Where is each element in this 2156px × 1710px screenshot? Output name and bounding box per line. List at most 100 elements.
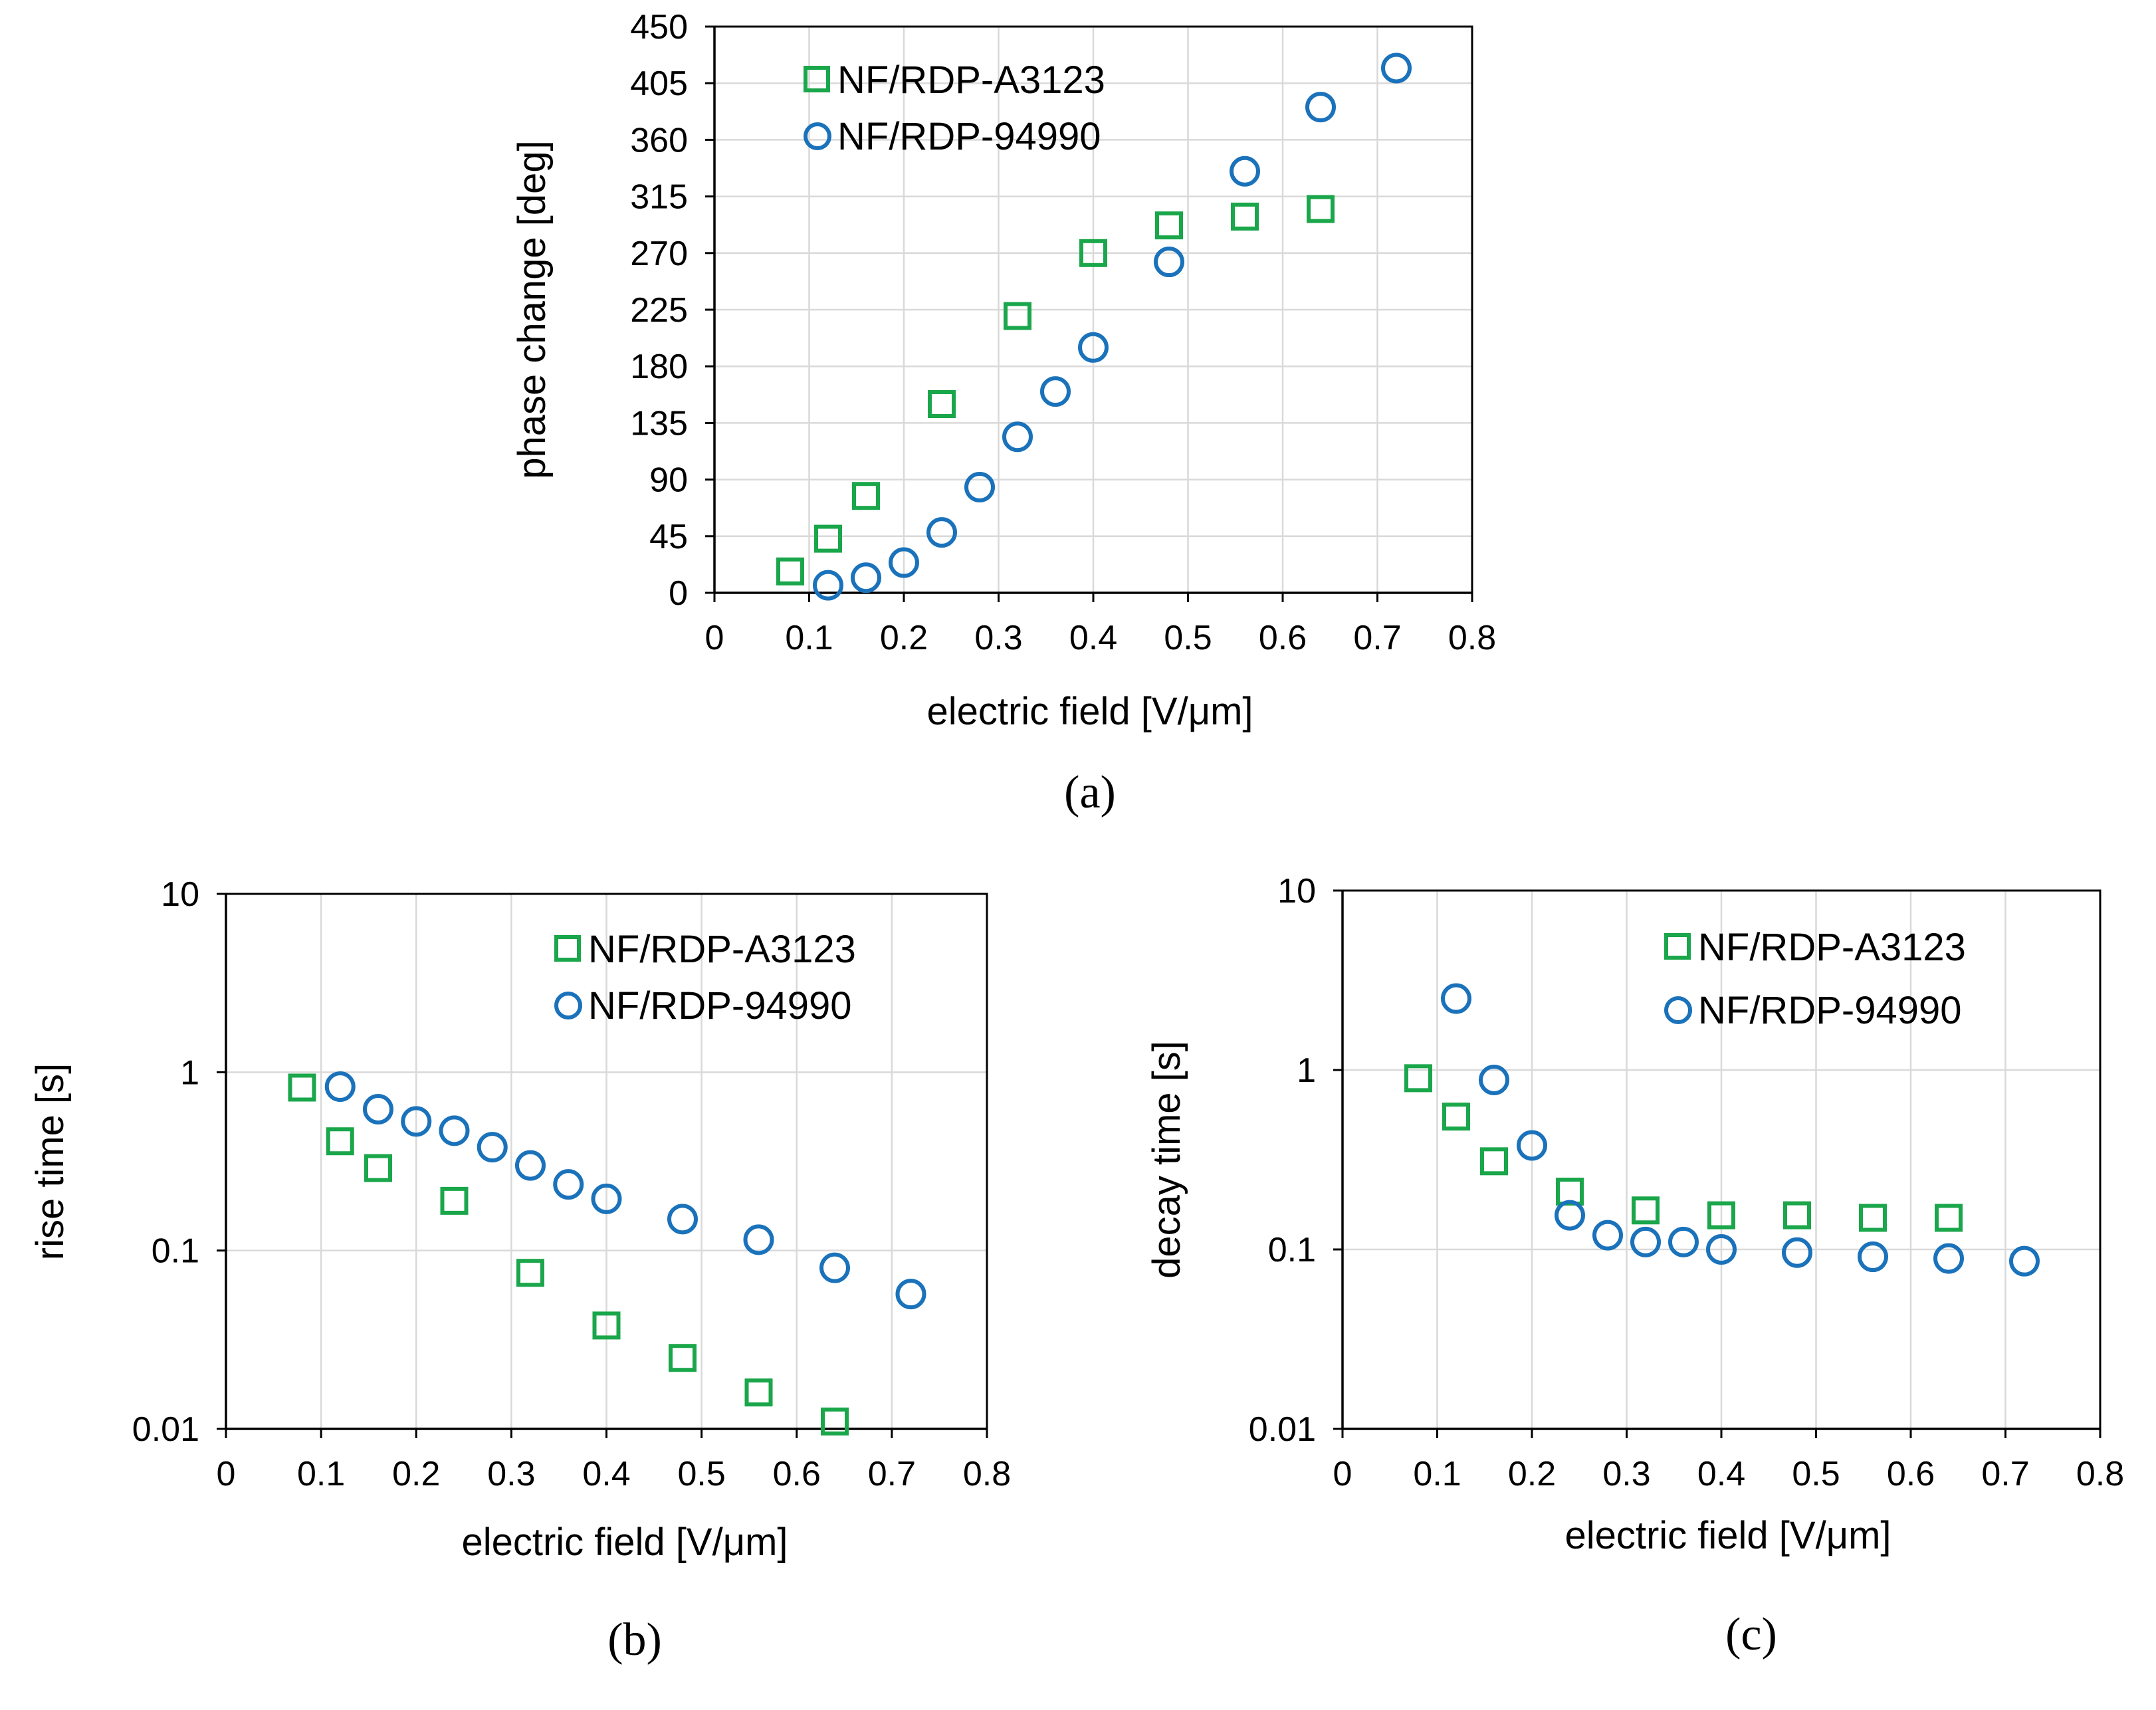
data-point-circle xyxy=(1078,332,1109,363)
data-point-circle xyxy=(926,517,957,548)
data-point-square xyxy=(1079,239,1107,267)
legend-label: NF/RDP-94990 xyxy=(588,984,851,1027)
y-axis-title: decay time [s] xyxy=(1145,1041,1188,1279)
x-tick-label: 0.5 xyxy=(677,1455,725,1493)
data-point-square xyxy=(928,390,956,418)
legend-label: NF/RDP-94990 xyxy=(837,115,1101,158)
data-point-circle xyxy=(1154,247,1184,278)
panel-caption: (c) xyxy=(1725,1609,1777,1660)
legend: NF/RDP-A3123 NF/RDP-94990 xyxy=(804,58,1105,158)
legend-marker-square xyxy=(554,935,581,962)
x-axis-title: electric field [V/μm] xyxy=(461,1521,788,1564)
data-point-circle xyxy=(1592,1220,1623,1251)
y-tick-label: 0.1 xyxy=(152,1232,199,1271)
legend-marker-circle xyxy=(804,122,831,150)
y-tick-label: 180 xyxy=(630,348,688,386)
x-tick-label: 0.6 xyxy=(1887,1455,1935,1493)
x-tick-label: 0.1 xyxy=(297,1455,345,1493)
data-point-circle xyxy=(363,1094,393,1125)
data-point-circle xyxy=(851,562,881,593)
data-point-circle xyxy=(1858,1241,1888,1273)
data-point-circle xyxy=(439,1115,470,1146)
y-tick-label: 0.01 xyxy=(1249,1410,1316,1449)
y-tick-label: 1 xyxy=(180,1053,199,1092)
x-tick-label: 0.1 xyxy=(785,619,833,657)
data-point-square xyxy=(1480,1147,1508,1176)
x-tick-label: 0.8 xyxy=(1448,619,1496,657)
y-tick-label: 225 xyxy=(630,291,688,330)
data-point-square xyxy=(1707,1201,1735,1229)
x-tick-label: 0.3 xyxy=(974,619,1022,657)
x-tick-label: 0 xyxy=(217,1455,236,1493)
data-point-circle xyxy=(1381,53,1412,84)
data-point-circle xyxy=(667,1204,698,1235)
x-tick-label: 0.4 xyxy=(1697,1455,1745,1493)
legend: NF/RDP-A3123 NF/RDP-94990 xyxy=(1664,926,1966,1032)
x-tick-label: 0.4 xyxy=(1069,619,1117,657)
panel-caption: (a) xyxy=(1064,767,1116,818)
data-point-circle xyxy=(889,547,919,578)
data-point-square xyxy=(1783,1201,1811,1229)
x-tick-label: 0.5 xyxy=(1164,619,1212,657)
data-point-square xyxy=(1556,1178,1584,1206)
data-point-circle xyxy=(515,1150,546,1181)
chart-panel-a: 0 0.1 0.2 0.3 0.4 0.5 0.6 0.7 0.8 0 45 90 135 180 225 2… xyxy=(510,8,1496,818)
data-point-square xyxy=(516,1259,544,1287)
data-point-square xyxy=(1307,195,1335,223)
data-point-circle xyxy=(1630,1226,1661,1257)
legend-marker-circle xyxy=(554,992,582,1019)
y-tick-label: 45 xyxy=(649,518,688,556)
legend-marker-circle xyxy=(1664,996,1692,1024)
data-point-square xyxy=(1004,302,1031,330)
data-point-square xyxy=(1859,1204,1887,1232)
data-point-circle xyxy=(1668,1226,1699,1257)
data-point-circle xyxy=(401,1106,432,1137)
x-tick-label: 0.2 xyxy=(1508,1455,1556,1493)
x-tick-label: 0.7 xyxy=(1353,619,1401,657)
series-circle xyxy=(324,1071,926,1310)
x-axis-title: electric field [V/μm] xyxy=(1564,1514,1891,1557)
y-tick-label: 10 xyxy=(161,875,199,914)
data-point-square xyxy=(669,1344,697,1372)
y-tick-label: 0.1 xyxy=(1268,1231,1316,1269)
data-point-square xyxy=(288,1073,316,1102)
data-point-square xyxy=(440,1186,469,1215)
y-tick-label: 10 xyxy=(1277,872,1316,910)
x-tick-label: 0.2 xyxy=(392,1455,440,1493)
x-tick-label: 0.6 xyxy=(773,1455,821,1493)
data-point-circle xyxy=(1230,156,1260,187)
y-tick-label: 270 xyxy=(630,235,688,273)
data-point-circle xyxy=(1305,92,1336,123)
chart-panel-c: 0 0.1 0.2 0.3 0.4 0.5 0.6 0.7 0.8 0.01 0.1 1 10 elect… xyxy=(1145,872,2124,1660)
series-circle xyxy=(1441,983,2040,1277)
data-point-square xyxy=(744,1378,773,1407)
data-point-square xyxy=(364,1154,392,1182)
data-point-circle xyxy=(819,1252,850,1283)
x-tick-label: 0.3 xyxy=(487,1455,535,1493)
data-point-square xyxy=(326,1127,354,1156)
x-tick-label: 0 xyxy=(705,619,724,657)
data-point-circle xyxy=(964,471,995,502)
y-tick-label: 90 xyxy=(649,461,688,500)
series-square xyxy=(776,195,1335,586)
y-tick-label: 0 xyxy=(669,574,688,613)
x-tick-label: 0.3 xyxy=(1602,1455,1650,1493)
legend-label: NF/RDP-94990 xyxy=(1698,989,1961,1032)
data-point-circle xyxy=(2009,1245,2040,1277)
x-axis-title: electric field [V/μm] xyxy=(926,690,1253,733)
y-tick-label: 315 xyxy=(630,178,688,217)
y-tick-label: 405 xyxy=(630,64,688,103)
x-tick-label: 0.2 xyxy=(880,619,928,657)
legend-label: NF/RDP-A3123 xyxy=(837,58,1105,102)
data-point-circle xyxy=(1782,1237,1812,1268)
data-point-circle xyxy=(895,1279,926,1310)
data-point-square xyxy=(1935,1204,1963,1232)
data-point-circle xyxy=(1933,1243,1964,1274)
data-point-square xyxy=(1442,1103,1470,1131)
data-point-circle xyxy=(1555,1200,1585,1231)
y-axis-title: rise time [s] xyxy=(29,1063,72,1261)
data-point-circle xyxy=(813,570,843,601)
series-square xyxy=(1404,1064,1963,1232)
chart-panel-b: 0 0.1 0.2 0.3 0.4 0.5 0.6 0.7 0.8 0.01 0.1 1 10 elect… xyxy=(29,875,1011,1665)
data-point-circle xyxy=(1706,1234,1737,1265)
